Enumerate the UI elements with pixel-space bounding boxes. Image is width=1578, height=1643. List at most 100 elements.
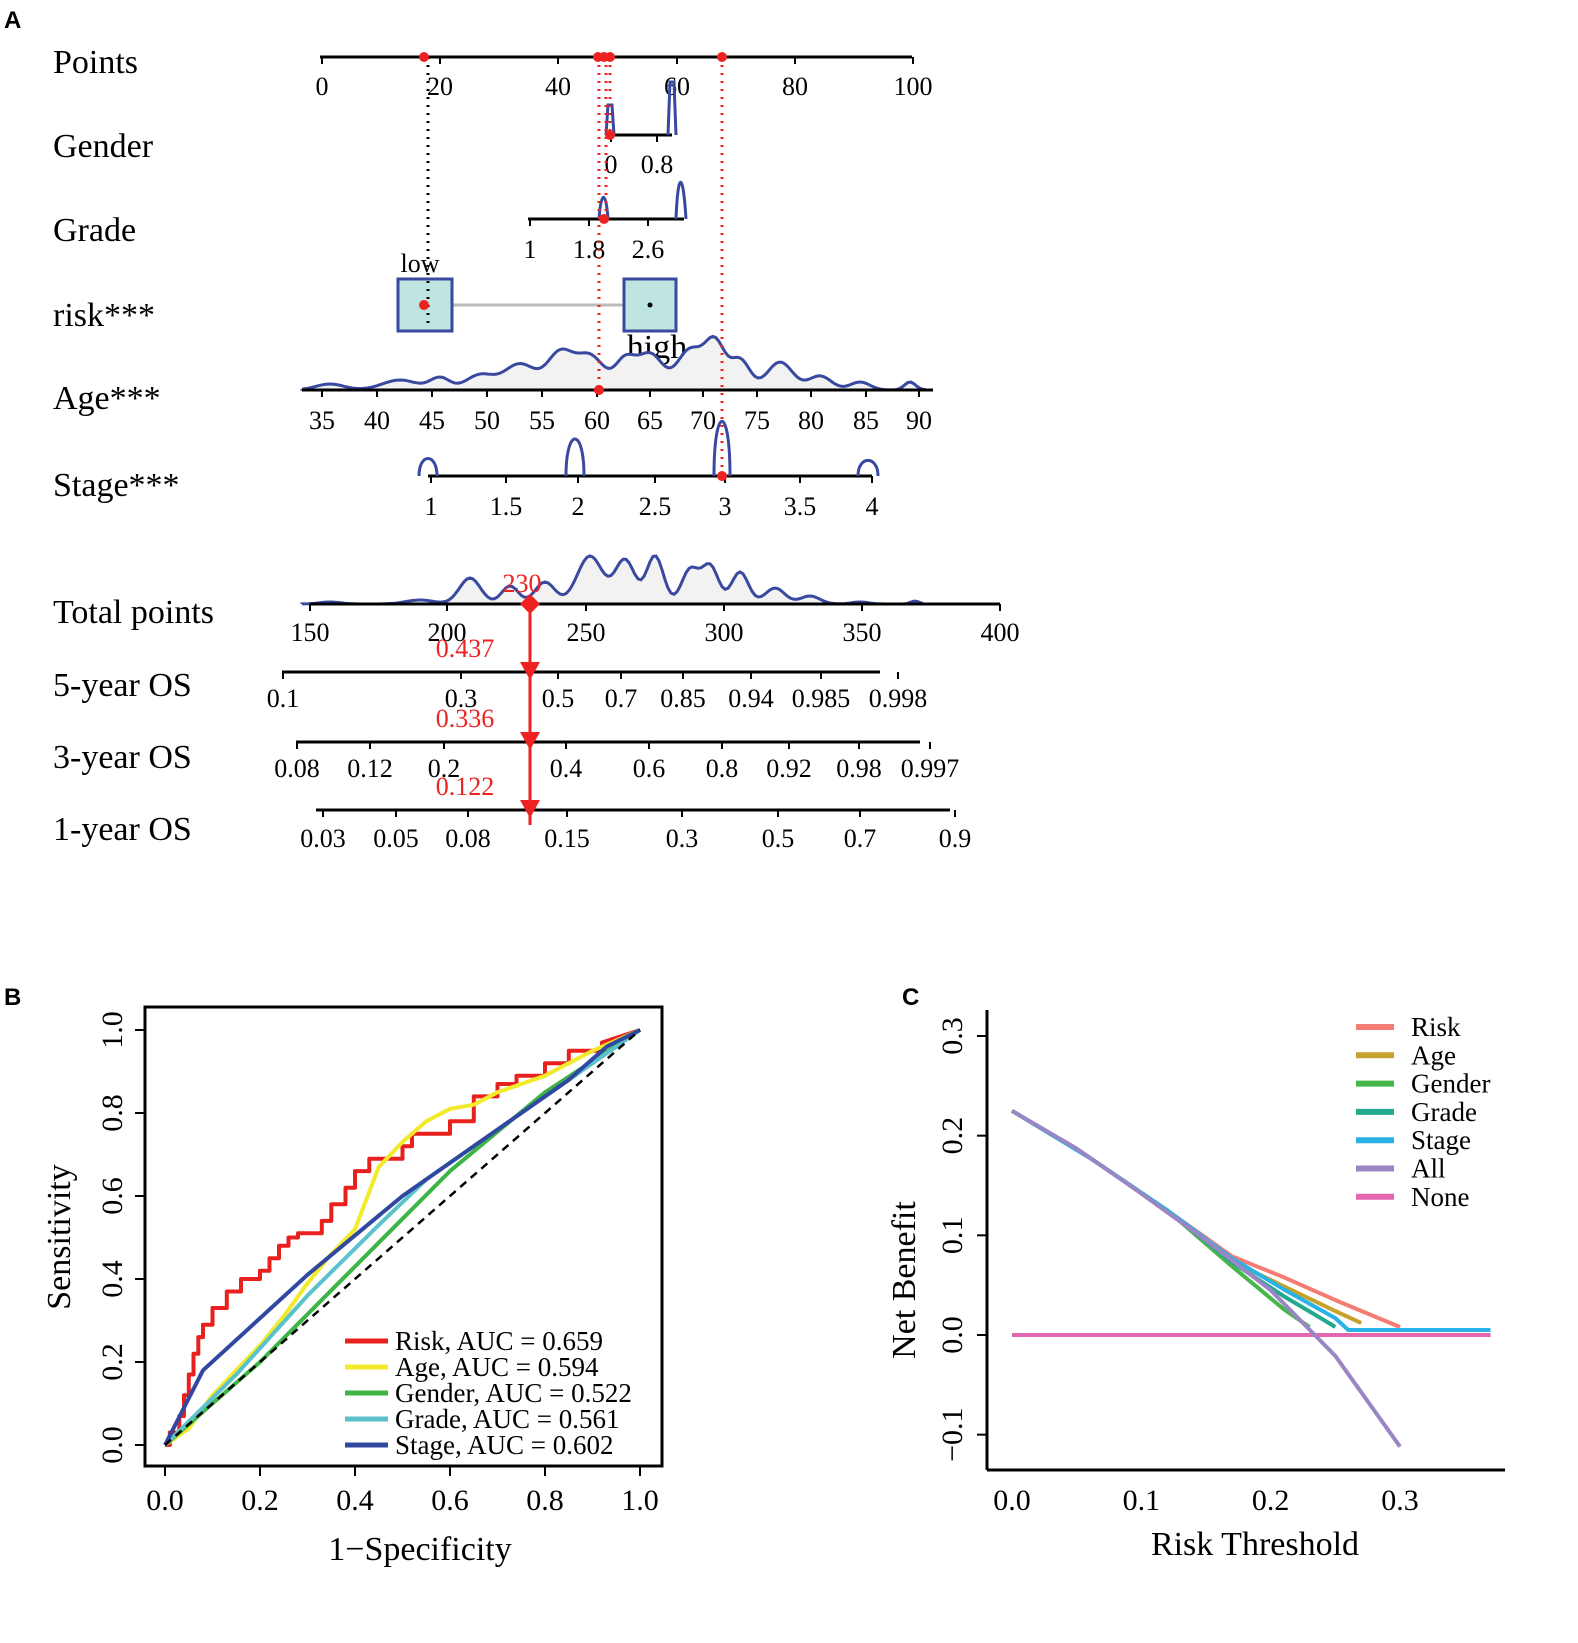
x-tick-label: 0.4 bbox=[336, 1484, 374, 1517]
legend-label: Grade bbox=[1411, 1097, 1477, 1127]
legend-label: Stage, AUC = 0.602 bbox=[395, 1430, 613, 1460]
row-label-grade: Grade bbox=[53, 212, 136, 249]
os5-tick-label: 0.7 bbox=[605, 684, 638, 713]
os1-tick-label: 0.9 bbox=[939, 824, 972, 853]
os5-tick-label: 0.85 bbox=[660, 684, 706, 713]
legend-label: Gender bbox=[1411, 1069, 1490, 1099]
age-tick-label: 40 bbox=[364, 406, 390, 435]
stage-tick-label: 3 bbox=[719, 492, 732, 521]
os3-tick-label: 0.08 bbox=[274, 754, 320, 783]
x-tick-label: 0.1 bbox=[1123, 1484, 1161, 1517]
x-axis-title: 1−Specificity bbox=[328, 1531, 511, 1568]
points-tick-label: 40 bbox=[545, 72, 571, 101]
points-tick-label: 0 bbox=[316, 72, 329, 101]
os3-tick-label: 0.997 bbox=[901, 754, 960, 783]
selected-point-marker bbox=[717, 52, 727, 62]
os5-tick-label: 0.5 bbox=[542, 684, 575, 713]
os3-tick-label: 0.92 bbox=[766, 754, 812, 783]
row-label-os1: 1-year OS bbox=[53, 811, 192, 848]
x-tick-label: 0.8 bbox=[526, 1484, 564, 1517]
os5-tick-label: 0.3 bbox=[445, 684, 478, 713]
y-tick-label: 0.0 bbox=[96, 1426, 129, 1464]
total-tick-label: 250 bbox=[567, 618, 606, 647]
total-tick-label: 300 bbox=[705, 618, 744, 647]
os3-tick-label: 0.2 bbox=[428, 754, 461, 783]
row-label-os5: 5-year OS bbox=[53, 667, 192, 704]
roc-curve-4 bbox=[163, 1028, 641, 1446]
stage-density-bump bbox=[417, 457, 439, 477]
stage-tick-label: 2 bbox=[572, 492, 585, 521]
panel-label-c: C bbox=[902, 984, 919, 1011]
stage-density-bump bbox=[856, 458, 880, 477]
roc-curve-1 bbox=[163, 1028, 641, 1447]
stage-tick-label: 1 bbox=[425, 492, 438, 521]
dca-curve-gender bbox=[1010, 1109, 1311, 1329]
age-density-curve bbox=[300, 334, 932, 392]
prediction-arrow-os3 bbox=[520, 732, 540, 750]
row-label-age: Age*** bbox=[53, 380, 161, 417]
os3-tick-label: 0.6 bbox=[633, 754, 666, 783]
legend-label: Risk bbox=[1411, 1012, 1461, 1042]
grade-density-2 bbox=[597, 195, 610, 220]
total-tick-label: 200 bbox=[428, 618, 467, 647]
panel-label-b: B bbox=[4, 984, 21, 1011]
risk-box-high-center bbox=[647, 302, 653, 308]
selected-point-marker bbox=[419, 52, 429, 62]
stage-density-bump bbox=[712, 420, 732, 477]
prediction-value-os3: 0.336 bbox=[436, 704, 495, 733]
stage-density-bump bbox=[564, 437, 586, 477]
stage-tick-label: 2.5 bbox=[639, 492, 672, 521]
x-axis-title: Risk Threshold bbox=[1151, 1526, 1359, 1563]
y-tick-label: 0.6 bbox=[96, 1177, 129, 1215]
age-tick-label: 65 bbox=[637, 406, 663, 435]
x-tick-label: 0.0 bbox=[993, 1484, 1031, 1517]
x-tick-label: 0.2 bbox=[241, 1484, 279, 1517]
legend-label: All bbox=[1411, 1154, 1446, 1184]
y-axis-title: Sensitivity bbox=[41, 1164, 78, 1309]
points-tick-label: 80 bbox=[782, 72, 808, 101]
prediction-value-os5: 0.437 bbox=[436, 634, 495, 663]
total-value: 230 bbox=[503, 569, 542, 598]
prediction-value-os1: 0.122 bbox=[436, 772, 495, 801]
panel-label-a: A bbox=[4, 7, 21, 34]
x-tick-label: 1.0 bbox=[621, 1484, 659, 1517]
age-tick-label: 35 bbox=[309, 406, 335, 435]
os5-tick-label: 0.998 bbox=[869, 684, 928, 713]
os1-tick-label: 0.5 bbox=[762, 824, 795, 853]
points-tick-label: 20 bbox=[427, 72, 453, 101]
selected-point-marker bbox=[605, 52, 615, 62]
os1-tick-label: 0.3 bbox=[666, 824, 699, 853]
os3-tick-label: 0.8 bbox=[706, 754, 739, 783]
os1-tick-label: 0.15 bbox=[544, 824, 590, 853]
dca-curve-all bbox=[1010, 1109, 1402, 1448]
row-label-risk: risk*** bbox=[53, 297, 155, 334]
age-tick-label: 60 bbox=[584, 406, 610, 435]
stage-tick-label: 3.5 bbox=[784, 492, 817, 521]
stage-tick-label: 4 bbox=[866, 492, 879, 521]
x-tick-label: 0.0 bbox=[146, 1484, 184, 1517]
selected-point-marker bbox=[594, 385, 604, 395]
age-tick-label: 90 bbox=[906, 406, 932, 435]
x-tick-label: 0.3 bbox=[1381, 1484, 1419, 1517]
row-label-os3: 3-year OS bbox=[53, 739, 192, 776]
x-tick-label: 0.6 bbox=[431, 1484, 469, 1517]
total-tick-label: 400 bbox=[981, 618, 1020, 647]
age-tick-label: 55 bbox=[529, 406, 555, 435]
y-tick-label: 0.3 bbox=[936, 1017, 969, 1055]
dca-panel: 0.0 0.1 0.2 0.3 −0.1 0.0 0.1 0.2 0.3 Risk Thresho… bbox=[886, 1010, 1505, 1563]
selected-point-marker bbox=[717, 471, 727, 481]
gender-density-08 bbox=[666, 80, 678, 136]
gender-tick-label: 0 bbox=[605, 150, 618, 179]
age-tick-label: 85 bbox=[853, 406, 879, 435]
legend-label: Gender, AUC = 0.522 bbox=[395, 1378, 632, 1408]
selected-point-marker bbox=[419, 300, 429, 310]
age-tick-label: 75 bbox=[744, 406, 770, 435]
age-tick-label: 80 bbox=[798, 406, 824, 435]
legend-label: Risk, AUC = 0.659 bbox=[395, 1326, 603, 1356]
points-tick-label: 60 bbox=[664, 72, 690, 101]
row-label-points: Points bbox=[53, 44, 138, 81]
selected-point-marker bbox=[599, 214, 609, 224]
row-label-stage: Stage*** bbox=[53, 467, 180, 504]
os3-tick-label: 0.4 bbox=[550, 754, 583, 783]
